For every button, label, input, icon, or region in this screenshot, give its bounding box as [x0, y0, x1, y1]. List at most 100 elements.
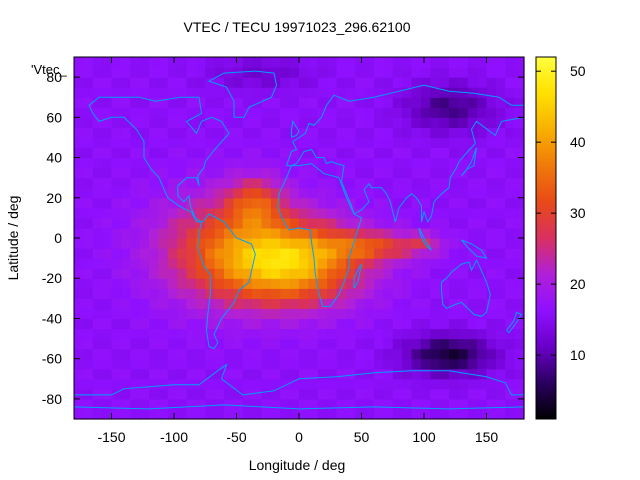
heatmap-cell	[111, 238, 122, 249]
heatmap-cell	[214, 227, 225, 239]
heatmap-cell	[252, 107, 263, 118]
heatmap-cell	[252, 197, 263, 209]
heatmap-cell	[167, 238, 178, 249]
heatmap-cell	[111, 117, 122, 128]
heatmap-cell	[327, 358, 338, 370]
heatmap-cell	[336, 388, 347, 400]
heatmap-cell	[420, 147, 431, 159]
heatmap-cell	[111, 137, 122, 149]
heatmap-cell	[402, 318, 413, 330]
heatmap-cell	[317, 348, 328, 360]
heatmap-cell	[195, 187, 206, 199]
heatmap-cell	[383, 288, 394, 299]
heatmap-cell	[505, 197, 516, 209]
heatmap-cell	[289, 87, 300, 98]
heatmap-cell	[374, 217, 384, 229]
heatmap-cell	[139, 248, 150, 259]
heatmap-cell	[233, 358, 244, 370]
heatmap-cell	[374, 97, 384, 108]
heatmap-cell	[317, 57, 328, 68]
heatmap-cell	[327, 398, 338, 410]
heatmap-cell	[224, 137, 234, 149]
heatmap-cell	[111, 348, 122, 360]
heatmap-cell	[355, 197, 366, 209]
heatmap-cell	[308, 258, 319, 269]
heatmap-cell	[374, 368, 384, 380]
heatmap-cell	[439, 318, 450, 330]
heatmap-cell	[74, 318, 84, 330]
plot-key-label: 'Vtec_	[31, 62, 67, 77]
heatmap-cell	[74, 328, 84, 340]
heatmap-cell	[195, 408, 206, 420]
heatmap-cell	[289, 187, 300, 199]
heatmap-cell	[186, 207, 197, 219]
heatmap-cell	[467, 358, 478, 370]
heatmap-cell	[130, 408, 141, 420]
heatmap-cell	[449, 207, 459, 219]
heatmap-cell	[233, 117, 244, 128]
heatmap-cell	[92, 197, 103, 209]
heatmap-cell	[486, 227, 497, 239]
heatmap-cell	[327, 57, 338, 68]
heatmap-cell	[149, 77, 159, 88]
heatmap-cell	[205, 238, 216, 249]
heatmap-cell	[430, 67, 441, 78]
heatmap-cell	[449, 167, 459, 179]
heatmap-cell	[92, 398, 103, 410]
heatmap-cell	[411, 197, 422, 209]
heatmap-cell	[289, 127, 300, 139]
heatmap-cell	[467, 167, 478, 179]
heatmap-cell	[130, 318, 141, 330]
heatmap-cell	[158, 177, 169, 189]
heatmap-cell	[374, 388, 384, 400]
heatmap-cell	[120, 328, 131, 340]
heatmap-cell	[233, 147, 244, 159]
heatmap-cell	[317, 147, 328, 159]
heatmap-cell	[289, 358, 300, 370]
heatmap-cell	[308, 388, 319, 400]
heatmap-cell	[308, 157, 319, 169]
heatmap-cell	[430, 288, 441, 299]
heatmap-cell	[205, 388, 216, 400]
heatmap-cell	[411, 288, 422, 299]
heatmap-cell	[120, 408, 131, 420]
heatmap-cell	[336, 187, 347, 199]
heatmap-cell	[317, 258, 328, 269]
heatmap-cell	[345, 258, 356, 269]
heatmap-cell	[224, 238, 234, 249]
heatmap-cell	[177, 328, 188, 340]
heatmap-cell	[420, 177, 431, 189]
heatmap-cell	[261, 57, 272, 68]
heatmap-cell	[477, 278, 488, 289]
heatmap-cell	[102, 67, 113, 78]
heatmap-cell	[458, 378, 469, 390]
heatmap-cell	[420, 388, 431, 400]
heatmap-cell	[374, 87, 384, 98]
heatmap-cell	[308, 358, 319, 370]
heatmap-cell	[383, 378, 394, 390]
heatmap-cell	[214, 338, 225, 350]
heatmap-cell	[420, 117, 431, 128]
heatmap-cell	[158, 117, 169, 128]
heatmap-cell	[205, 318, 216, 330]
heatmap-cell	[233, 248, 244, 259]
heatmap-cell	[336, 258, 347, 269]
heatmap-cell	[467, 318, 478, 330]
heatmap-cell	[430, 97, 441, 108]
heatmap-cell	[439, 207, 450, 219]
heatmap-cell	[261, 388, 272, 400]
heatmap-cell	[327, 137, 338, 149]
heatmap-cell	[505, 378, 516, 390]
heatmap-cell	[327, 167, 338, 179]
heatmap-cell	[486, 57, 497, 68]
heatmap-cell	[102, 398, 113, 410]
heatmap-cell	[130, 328, 141, 340]
heatmap-cell	[477, 167, 488, 179]
heatmap-cell	[102, 288, 113, 299]
heatmap-cell	[430, 318, 441, 330]
heatmap-cell	[411, 107, 422, 118]
heatmap-cell	[139, 227, 150, 239]
heatmap-cell	[214, 238, 225, 249]
heatmap-cell	[495, 127, 506, 139]
heatmap-cell	[130, 97, 141, 108]
